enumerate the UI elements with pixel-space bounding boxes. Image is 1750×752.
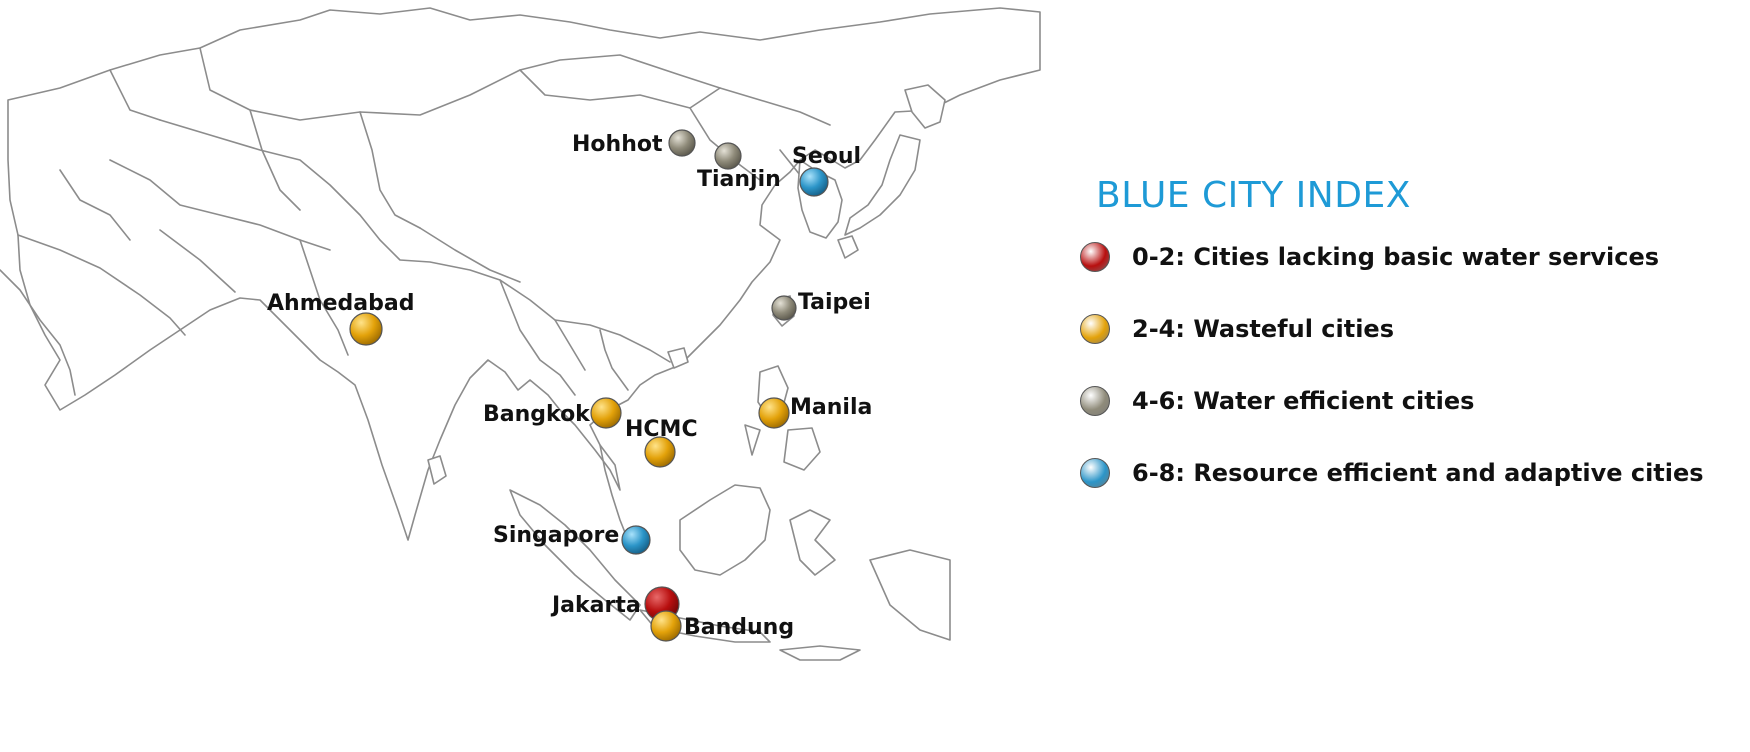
asia-map: Hohhot Tianjin Seoul Taipei Ahmedabad Ba… xyxy=(0,7,1041,661)
legend-label: 6-8: Resource efficient and adaptive cit… xyxy=(1132,459,1704,487)
legend: BLUE CITY INDEX 0-2: Cities lacking basi… xyxy=(1080,175,1740,526)
city-marker-bangkok[interactable] xyxy=(590,397,622,429)
city-label-bangkok: Bangkok xyxy=(483,402,591,427)
legend-item-4-6: 4-6: Water efficient cities xyxy=(1080,382,1740,420)
city-label-manila: Manila xyxy=(790,395,872,420)
legend-label: 4-6: Water efficient cities xyxy=(1132,387,1475,415)
city-label-bandung: Bandung xyxy=(684,615,794,640)
legend-swatch-blue xyxy=(1080,458,1110,488)
legend-item-6-8: 6-8: Resource efficient and adaptive cit… xyxy=(1080,454,1740,492)
legend-swatch-orange xyxy=(1080,314,1110,344)
city-marker-hcmc[interactable] xyxy=(644,436,676,468)
city-marker-singapore[interactable] xyxy=(621,525,651,555)
city-label-tianjin: Tianjin xyxy=(697,167,781,192)
city-label-taipei: Taipei xyxy=(798,290,871,315)
legend-swatch-gray xyxy=(1080,386,1110,416)
landmass xyxy=(0,7,1041,661)
city-markers xyxy=(349,129,829,642)
city-label-hohhot: Hohhot xyxy=(572,132,663,157)
legend-title: BLUE CITY INDEX xyxy=(1096,175,1411,216)
city-marker-manila[interactable] xyxy=(758,397,790,429)
city-labels: Hohhot Tianjin Seoul Taipei Ahmedabad Ba… xyxy=(267,132,872,640)
city-label-ahmedabad: Ahmedabad xyxy=(267,291,414,316)
city-label-hcmc: HCMC xyxy=(625,417,698,442)
city-marker-bandung[interactable] xyxy=(650,610,682,642)
legend-label: 2-4: Wasteful cities xyxy=(1132,315,1394,343)
legend-label: 0-2: Cities lacking basic water services xyxy=(1132,243,1660,271)
city-label-jakarta: Jakarta xyxy=(550,593,641,618)
city-label-singapore: Singapore xyxy=(493,523,619,548)
city-marker-taipei[interactable] xyxy=(771,295,797,321)
legend-item-0-2: 0-2: Cities lacking basic water services xyxy=(1080,238,1740,276)
legend-swatch-red xyxy=(1080,242,1110,272)
city-marker-hohhot[interactable] xyxy=(668,129,696,157)
city-label-seoul: Seoul xyxy=(792,144,861,169)
city-marker-ahmedabad[interactable] xyxy=(349,312,383,346)
city-marker-seoul[interactable] xyxy=(799,167,829,197)
city-marker-tianjin[interactable] xyxy=(714,142,742,170)
legend-item-2-4: 2-4: Wasteful cities xyxy=(1080,310,1740,348)
